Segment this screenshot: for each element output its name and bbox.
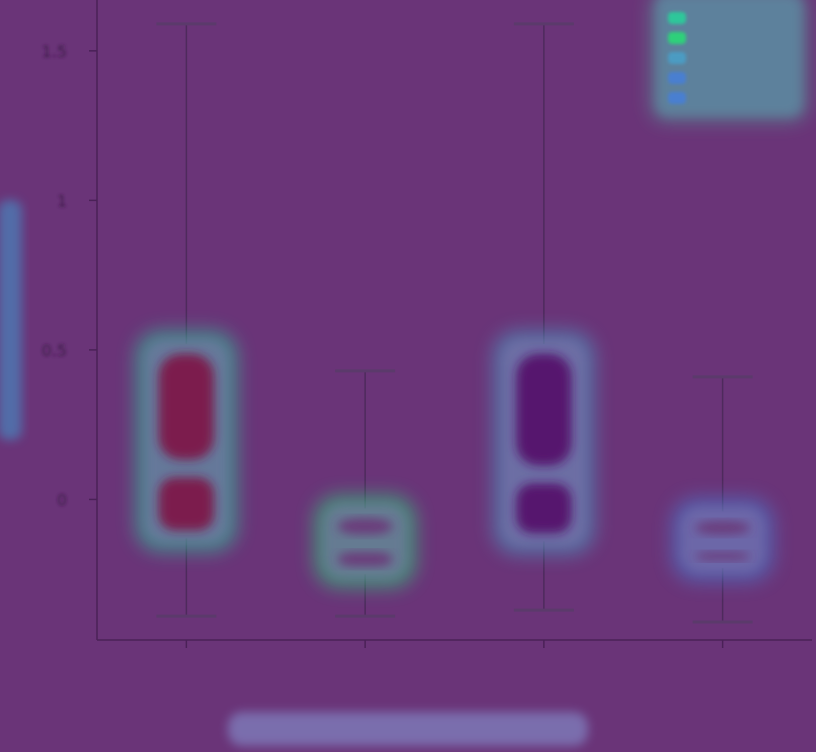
- box-upper: [516, 353, 572, 466]
- y-tick-label: 1.5: [42, 42, 67, 61]
- legend-swatch: [668, 52, 686, 64]
- box-lower: [337, 552, 393, 567]
- legend-box: [656, 0, 802, 116]
- legend-swatch: [668, 72, 686, 84]
- axes: 0 0.5 1 1.5: [42, 0, 812, 648]
- legend-swatch: [668, 92, 686, 104]
- y-axis-label-glow: [0, 200, 22, 440]
- box-halo-inner: [681, 507, 765, 573]
- box-upper: [695, 521, 751, 535]
- box-lower: [158, 477, 214, 531]
- axis-labels: [0, 200, 588, 746]
- legend-swatch: [668, 12, 686, 24]
- x-axis-label-glow: [228, 712, 588, 746]
- box-group: [492, 22, 596, 612]
- boxes: [134, 22, 775, 624]
- box-lower: [695, 552, 751, 561]
- y-tick-label: 1: [57, 191, 67, 210]
- legend: [650, 0, 808, 122]
- legend-swatch: [668, 32, 686, 44]
- box-upper: [158, 353, 214, 460]
- y-tick-label: 0.5: [42, 341, 67, 360]
- box-group: [671, 375, 775, 624]
- box-group: [313, 369, 417, 618]
- box-group: [134, 22, 238, 618]
- y-tick-label: 0: [57, 490, 67, 509]
- box-lower: [516, 483, 572, 534]
- box-upper: [337, 518, 393, 535]
